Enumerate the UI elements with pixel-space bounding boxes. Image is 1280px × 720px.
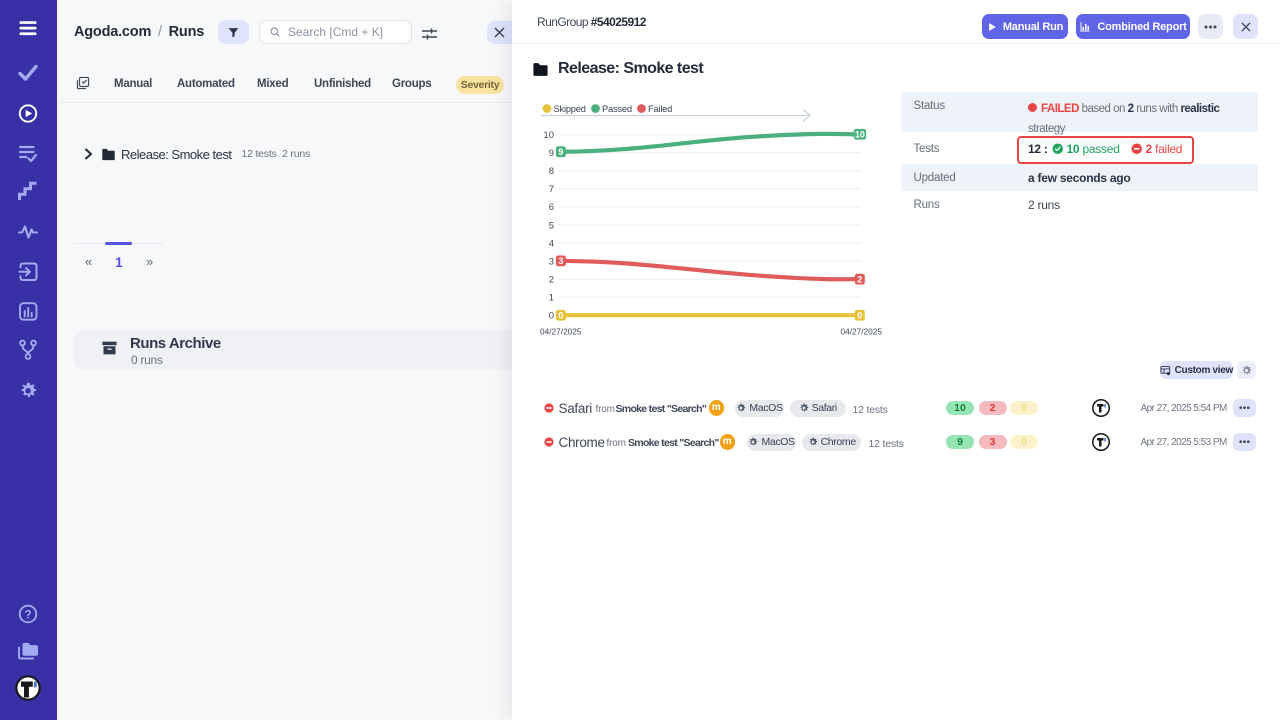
svg-text:0: 0 — [857, 310, 862, 320]
svg-text:8: 8 — [549, 166, 554, 177]
svg-text:3: 3 — [558, 256, 563, 266]
svg-text:5: 5 — [549, 220, 554, 231]
svg-text:9: 9 — [549, 148, 554, 159]
svg-text:10: 10 — [855, 129, 865, 139]
svg-text:6: 6 — [549, 202, 554, 213]
svg-text:?: ? — [24, 609, 31, 621]
svg-text:3: 3 — [549, 256, 554, 267]
svg-text:10: 10 — [543, 130, 554, 141]
svg-text:0: 0 — [549, 311, 554, 322]
svg-text:Skipped: Skipped — [554, 104, 586, 114]
svg-text:2: 2 — [857, 274, 862, 284]
svg-text:7: 7 — [549, 184, 554, 195]
svg-text:04/27/2025: 04/27/2025 — [840, 327, 882, 337]
svg-text:9: 9 — [558, 147, 563, 157]
svg-text:1: 1 — [549, 293, 554, 304]
svg-text:04/27/2025: 04/27/2025 — [540, 327, 582, 337]
svg-text:4: 4 — [549, 238, 554, 249]
svg-text:Passed: Passed — [602, 104, 632, 114]
svg-text:2: 2 — [549, 274, 554, 285]
svg-text:Failed: Failed — [648, 104, 672, 114]
svg-text:0: 0 — [558, 310, 563, 320]
